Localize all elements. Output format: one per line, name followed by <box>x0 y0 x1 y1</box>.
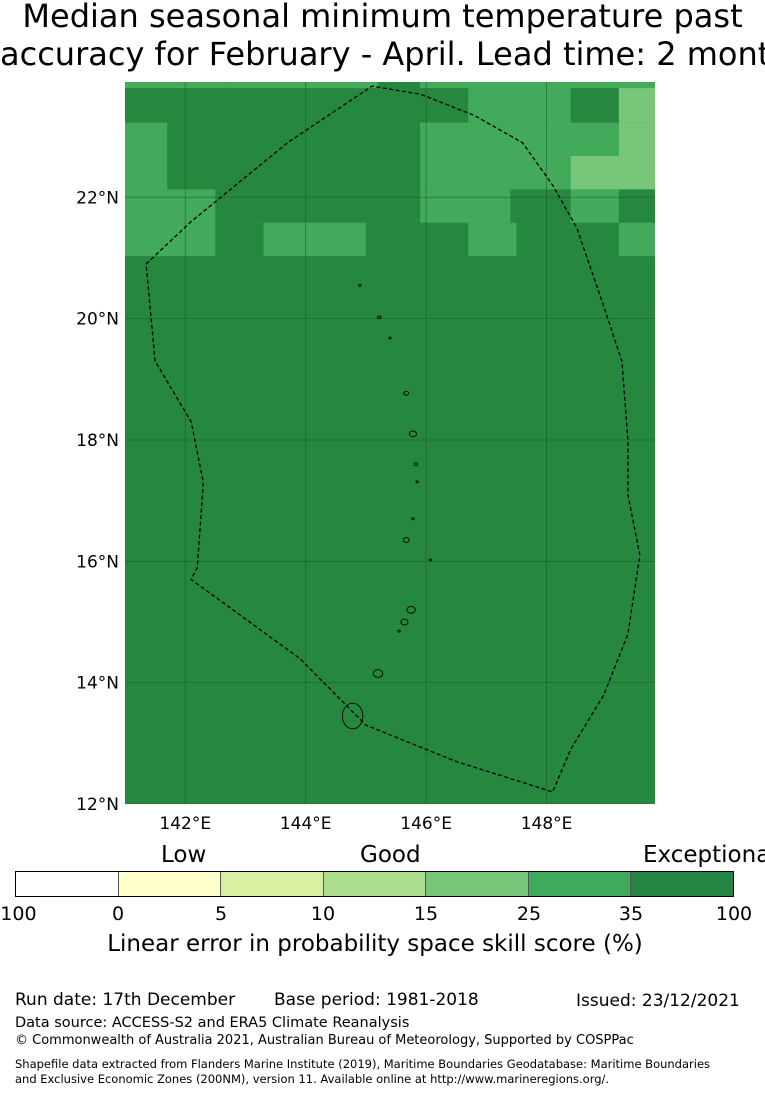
colorbar-segment <box>426 872 529 896</box>
island-outline <box>358 283 362 287</box>
base-period: Base period: 1981-2018 <box>274 990 479 1010</box>
skill-grid-cell <box>570 189 619 223</box>
latitude-tick-label: 16°N <box>76 552 119 572</box>
longitude-tick-label: 142°E <box>159 814 211 830</box>
colorbar-segment <box>118 872 222 896</box>
latitude-tick-label: 14°N <box>76 674 119 694</box>
issued-date: Issued: 23/12/2021 <box>576 991 740 1011</box>
island-outline <box>388 336 392 340</box>
skill-grid-cell <box>570 156 655 190</box>
colorbar <box>15 871 734 897</box>
colorbar-segment <box>631 872 734 896</box>
colorbar-segment <box>221 872 324 896</box>
colorbar-category-good: Good <box>360 842 421 868</box>
island-outline <box>415 480 419 484</box>
colorbar-category-exceptional: Exceptional <box>643 842 765 868</box>
eez-boundary <box>145 85 641 793</box>
colorbar-tick: 15 <box>413 903 439 925</box>
colorbar-tick: 35 <box>618 903 644 925</box>
skill-grid-cell <box>618 122 655 157</box>
skill-grid-cell <box>618 222 655 257</box>
island-outline <box>408 430 417 438</box>
run-date: Run date: 17th December <box>15 990 236 1010</box>
skill-grid-cell <box>570 122 619 157</box>
colorbar-tick: -100 <box>0 903 37 925</box>
skill-grid-cell <box>420 122 571 190</box>
island-outline <box>411 517 415 521</box>
skill-grid-cell <box>227 82 378 89</box>
skill-grid-cell <box>468 88 571 123</box>
skill-grid-cell <box>468 222 517 257</box>
map-title-line-1: Median seasonal minimum temperature past <box>22 0 743 34</box>
map-axes: 142°E 144°E 146°E 148°E 22°N 20°N 18°N 16°N 14°N… <box>76 188 572 830</box>
latitude-tick-label: 22°N <box>76 188 119 208</box>
island-outline <box>428 558 433 562</box>
colorbar-category-low: Low <box>161 842 207 868</box>
map-plot-area <box>125 82 655 804</box>
data-source: Data source: ACCESS-S2 and ERA5 Climate … <box>15 1015 410 1031</box>
longitude-tick-label: 148°E <box>521 814 573 830</box>
colorbar-tick: 0 <box>111 903 125 925</box>
island-outline <box>397 629 401 633</box>
island-outline <box>406 606 416 614</box>
colorbar-title: Linear error in probability space skill … <box>107 931 643 957</box>
latitude-tick-label: 12°N <box>76 795 119 815</box>
island-outline <box>400 618 409 626</box>
shapefile-credit-line-2: and Exclusive Economic Zones (200NM), ve… <box>15 1072 610 1086</box>
skill-grid-cell <box>420 82 655 89</box>
skill-grid-cell <box>618 88 655 123</box>
colorbar-tick: 25 <box>516 903 542 925</box>
skill-grid-cell <box>263 222 366 257</box>
skill-grid-cell <box>420 189 511 223</box>
map-figure: 142°E 144°E 146°E 148°E 22°N 20°N 18°N 16°N 14°N… <box>76 82 655 830</box>
latitude-tick-label: 18°N <box>76 431 119 451</box>
colorbar-segment <box>323 872 427 896</box>
longitude-tick-label: 144°E <box>280 814 332 830</box>
skill-grid-cell <box>125 82 228 89</box>
latitude-tick-label: 20°N <box>76 310 119 330</box>
skill-grid-cell <box>125 122 168 190</box>
colorbar-tick: 100 <box>715 903 753 925</box>
skill-grid-cell <box>125 189 216 257</box>
island-outline <box>341 702 364 730</box>
colorbar-tick: 10 <box>310 903 336 925</box>
colorbar-segment <box>528 872 632 896</box>
island-outline <box>376 315 382 320</box>
longitude-tick-label: 146°E <box>400 814 452 830</box>
island-outline <box>402 537 410 543</box>
colorbar-tick: 5 <box>214 903 228 925</box>
island-outline <box>372 669 384 678</box>
island-outline <box>403 390 410 396</box>
island-outline <box>413 462 419 467</box>
map-title-line-2: accuracy for February - April. Lead time… <box>0 36 765 72</box>
colorbar-segment <box>16 872 119 896</box>
shapefile-credit-line-1: Shapefile data extracted from Flanders M… <box>15 1057 711 1071</box>
copyright-notice: © Commonwealth of Australia 2021, Austra… <box>15 1033 634 1048</box>
